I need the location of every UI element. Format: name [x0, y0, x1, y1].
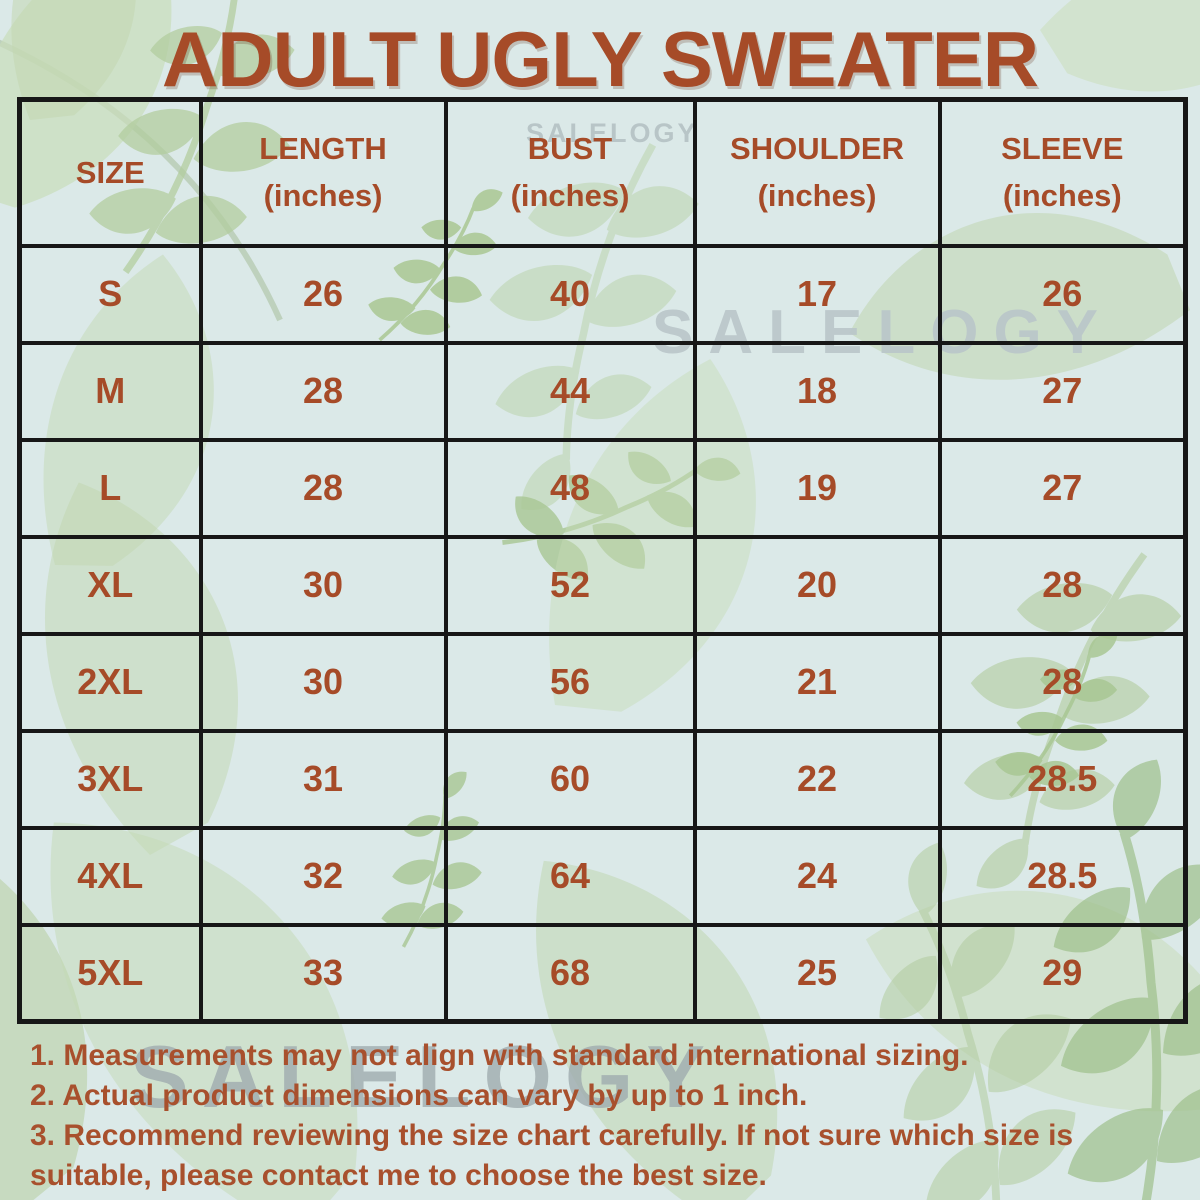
length-cell: 31: [198, 728, 448, 830]
sleeve-cell: 27: [937, 340, 1188, 442]
table-row: S 26 40 17 26: [17, 243, 1188, 345]
length-cell: 33: [198, 922, 448, 1024]
column-header-bust: BUST (inches): [443, 97, 697, 248]
column-label: SIZE: [75, 154, 145, 190]
shoulder-cell: 17: [692, 243, 942, 345]
column-label: SLEEVE: [1001, 131, 1124, 167]
column-unit: (inches): [510, 177, 630, 213]
watermark-salelogy-bottom: SALELOGY: [130, 1027, 719, 1126]
table-row: XL 30 52 20 28: [17, 534, 1188, 636]
table-row: M 28 44 18 27: [17, 340, 1188, 442]
bust-cell: 44: [443, 340, 697, 442]
note-item: 3. Recommend reviewing the size chart ca…: [30, 1119, 1074, 1192]
size-cell: 4XL: [17, 825, 203, 927]
bust-cell: 68: [443, 922, 697, 1024]
size-cell: M: [17, 340, 203, 442]
sleeve-cell: 28: [937, 534, 1188, 636]
shoulder-cell: 18: [692, 340, 942, 442]
size-cell: 5XL: [17, 922, 203, 1024]
size-table-body: S 26 40 17 26 M 28 44 18 27 L 28 48 19 2…: [17, 243, 1188, 1024]
size-cell: L: [17, 437, 203, 539]
shoulder-cell: 21: [692, 631, 942, 733]
sleeve-cell: 27: [937, 437, 1188, 539]
sleeve-cell: 28.5: [937, 728, 1188, 830]
sleeve-cell: 26: [937, 243, 1188, 345]
header-row: SIZE LENGTH (inches) BUST (inches) SHOUL…: [17, 97, 1188, 248]
size-cell: 2XL: [17, 631, 203, 733]
column-label: LENGTH: [259, 131, 387, 167]
length-cell: 30: [198, 631, 448, 733]
size-table-header: SIZE LENGTH (inches) BUST (inches) SHOUL…: [17, 97, 1188, 248]
column-label: SHOULDER: [730, 131, 904, 167]
sleeve-cell: 28: [937, 631, 1188, 733]
size-cell: XL: [17, 534, 203, 636]
note-item: 1. Measurements may not align with stand…: [30, 1039, 969, 1072]
size-cell: S: [17, 243, 203, 345]
shoulder-cell: 24: [692, 825, 942, 927]
column-unit: (inches): [263, 177, 383, 213]
sleeve-cell: 28.5: [937, 825, 1188, 927]
bust-cell: 40: [443, 243, 697, 345]
table-row: 2XL 30 56 21 28: [17, 631, 1188, 733]
table-row: 5XL 33 68 25 29: [17, 922, 1188, 1024]
column-header-sleeve: SLEEVE (inches): [937, 97, 1188, 248]
footer-notes: 1. Measurements may not align with stand…: [30, 1036, 1180, 1196]
bust-cell: 64: [443, 825, 697, 927]
bust-cell: 48: [443, 437, 697, 539]
column-header-length: LENGTH (inches): [198, 97, 448, 248]
column-label: BUST: [527, 131, 613, 167]
shoulder-cell: 22: [692, 728, 942, 830]
table-row: 4XL 32 64 24 28.5: [17, 825, 1188, 927]
length-cell: 32: [198, 825, 448, 927]
size-chart-table: SIZE LENGTH (inches) BUST (inches) SHOUL…: [17, 97, 1188, 1024]
shoulder-cell: 25: [692, 922, 942, 1024]
column-unit: (inches): [757, 177, 877, 213]
length-cell: 30: [198, 534, 448, 636]
bust-cell: 56: [443, 631, 697, 733]
bust-cell: 52: [443, 534, 697, 636]
bust-cell: 60: [443, 728, 697, 830]
column-unit: (inches): [1002, 177, 1122, 213]
table-row: 3XL 31 60 22 28.5: [17, 728, 1188, 830]
shoulder-cell: 19: [692, 437, 942, 539]
length-cell: 28: [198, 340, 448, 442]
note-item: 2. Actual product dimensions can vary by…: [30, 1079, 808, 1112]
length-cell: 28: [198, 437, 448, 539]
shoulder-cell: 20: [692, 534, 942, 636]
length-cell: 26: [198, 243, 448, 345]
page-title: ADULT UGLY SWEATER: [161, 15, 1039, 103]
table-row: L 28 48 19 27: [17, 437, 1188, 539]
sleeve-cell: 29: [937, 922, 1188, 1024]
column-header-shoulder: SHOULDER (inches): [692, 97, 942, 248]
size-cell: 3XL: [17, 728, 203, 830]
column-header-size: SIZE: [17, 97, 203, 248]
